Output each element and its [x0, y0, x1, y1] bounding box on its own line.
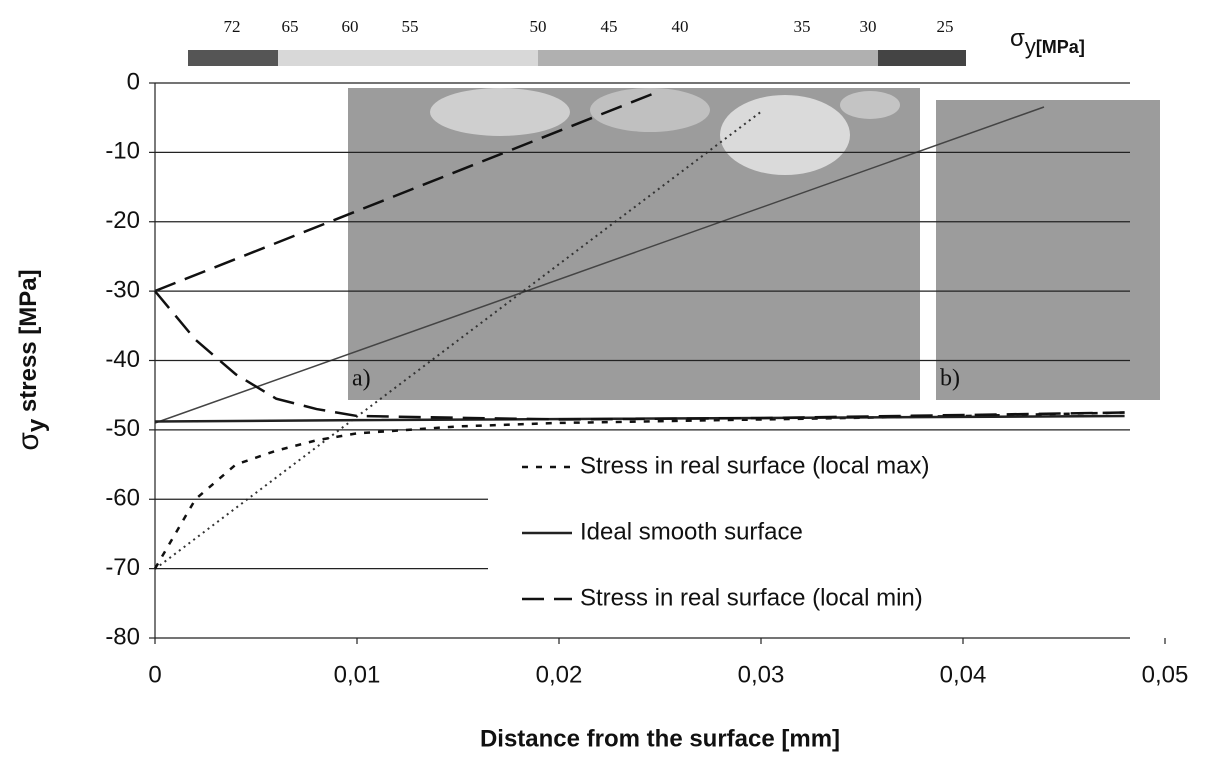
x-tick-label: 0,04 — [940, 661, 987, 688]
y-label-symbol: σ — [12, 432, 45, 451]
stress-region — [720, 95, 850, 175]
pointer-line — [154, 110, 763, 570]
x-tick-label: 0,03 — [738, 661, 785, 688]
y-tick-label: -80 — [105, 623, 140, 650]
inset-b — [936, 100, 1160, 400]
colorbar-unit: [MPa] — [1036, 37, 1085, 57]
y-label-rest: stress [MPa] — [15, 269, 42, 418]
y-tick-label: -50 — [105, 415, 140, 442]
y-tick-label: -10 — [105, 138, 140, 165]
legend-label: Stress in real surface (local max) — [580, 452, 929, 479]
colorbar-segment — [878, 50, 966, 66]
grid: 0 -10 -20 -30 -40 -50 -60 -70 -80 0 0,01 0,02 0,03 0,… — [105, 68, 1188, 688]
series-line — [154, 414, 1125, 423]
colorbar-label: 55 — [402, 17, 419, 36]
colorbar-label: 35 — [794, 17, 811, 36]
colorbar-label: 60 — [342, 17, 359, 36]
colorbar-sub: y — [1025, 34, 1036, 59]
annotation: a) — [352, 366, 371, 392]
colorbar-label: 45 — [601, 17, 618, 36]
series-line — [153, 411, 1125, 570]
series-line — [154, 290, 1125, 421]
colorbar-symbol: σ — [1010, 25, 1025, 52]
y-tick-label: -30 — [105, 276, 140, 303]
y-tick-label: -40 — [105, 346, 140, 373]
y-tick-label: -70 — [105, 554, 140, 581]
annotation: b) — [940, 366, 960, 392]
y-axis-label: σy stress [MPa] — [12, 269, 50, 450]
colorbar-label: 65 — [282, 17, 299, 36]
colorbar-title: σy[MPa] — [1010, 25, 1085, 58]
x-axis-label: Distance from the surface [mm] — [480, 725, 840, 752]
legend-background — [488, 450, 1160, 628]
colorbar-label: 25 — [937, 17, 954, 36]
legend-label: Ideal smooth surface — [580, 518, 803, 545]
pointer-line — [154, 106, 1045, 424]
colorbar-label: 30 — [860, 17, 877, 36]
legend-label: Stress in real surface (local min) — [580, 584, 923, 611]
stress-region — [840, 91, 900, 119]
inset-images: a) b) — [154, 88, 1160, 570]
colorbar-segment — [538, 50, 878, 66]
legend: Stress in real surface (local max) Ideal … — [522, 452, 929, 611]
stress-region — [590, 88, 710, 132]
series — [153, 290, 1125, 570]
colorbar: 72 65 60 55 50 45 40 35 30 25 — [188, 17, 966, 66]
pointer-line — [154, 89, 661, 293]
x-tick-label: 0,02 — [536, 661, 583, 688]
stress-region — [430, 88, 570, 136]
x-tick-label: 0,05 — [1142, 661, 1189, 688]
x-tick-label: 0 — [148, 661, 161, 688]
colorbar-label: 40 — [672, 17, 689, 36]
y-label-sub: y — [23, 418, 50, 432]
colorbar-label: 72 — [224, 17, 241, 36]
y-tick-label: 0 — [127, 68, 140, 95]
colorbar-segment — [188, 50, 278, 66]
y-tick-label: -60 — [105, 485, 140, 512]
colorbar-segment — [278, 50, 538, 66]
x-tick-label: 0,01 — [334, 661, 381, 688]
y-tick-label: -20 — [105, 207, 140, 234]
colorbar-label: 50 — [530, 17, 547, 36]
